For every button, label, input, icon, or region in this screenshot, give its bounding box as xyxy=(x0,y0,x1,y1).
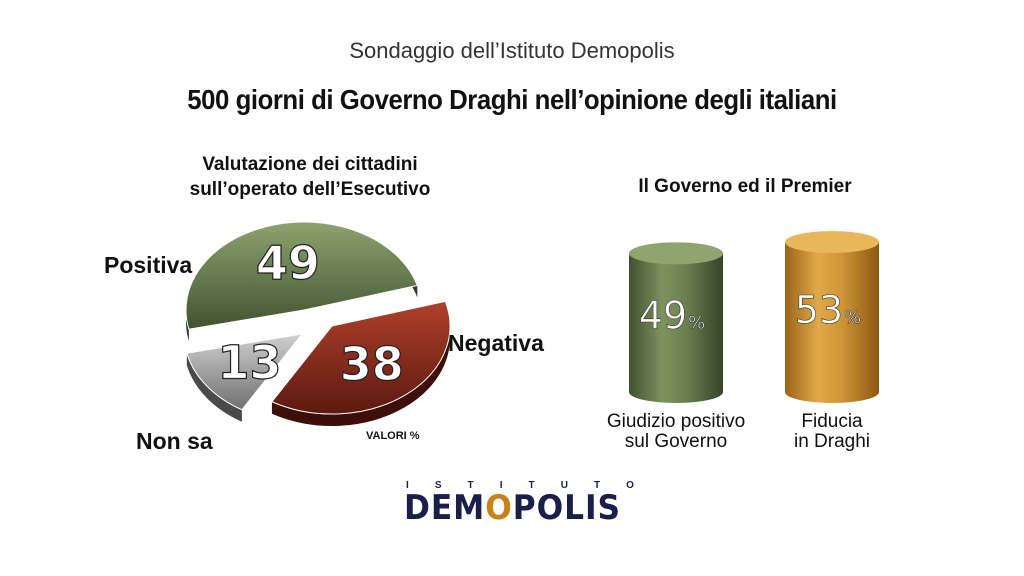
cylinder-top xyxy=(629,242,723,265)
cylinder-caption-governo: Giudizio positivo sul Governo xyxy=(586,412,766,452)
logo-letter: T xyxy=(467,480,474,491)
pie-value-label: 13 xyxy=(217,335,281,389)
cylinder-caption-draghi: Fiducia in Draghi xyxy=(752,412,912,452)
caption-governo-line-2: sul Governo xyxy=(624,431,728,452)
cylinder-body xyxy=(629,253,723,403)
cylinder-unit: % xyxy=(844,307,861,328)
logo-letter: I xyxy=(499,480,503,491)
caption-governo-line-1: Giudizio positivo xyxy=(606,411,746,432)
valori-note: VALORI % xyxy=(366,430,420,442)
logo-o: O xyxy=(485,488,513,528)
pie-value-label: 49 xyxy=(256,236,320,290)
logo-part-2: POLIS xyxy=(512,488,621,528)
cylinder-chart: 49% 53% xyxy=(629,231,879,403)
page-title: 500 giorni di Governo Draghi nell’opinio… xyxy=(187,84,837,115)
logo-part-1: DEM xyxy=(404,488,486,528)
logo-letter: T xyxy=(528,480,535,491)
cylinder-body xyxy=(785,242,879,403)
pie-chart-title: Valutazione dei cittadini sull’operato d… xyxy=(150,152,470,202)
logo-letter: I xyxy=(406,480,409,491)
cylinder-unit: % xyxy=(688,313,705,334)
pie-chart: 49 38 13 xyxy=(185,221,451,427)
cylinder-top xyxy=(785,231,879,253)
caption-draghi-line-2: in Draghi xyxy=(793,431,871,452)
logo-letter: O xyxy=(626,480,634,491)
cylinder-chart-title: Il Governo ed il Premier xyxy=(638,176,852,197)
pie-value-label: 38 xyxy=(340,337,404,391)
cylinder-value-label: 53% xyxy=(795,288,861,332)
slice-label-positiva: Positiva xyxy=(104,252,193,278)
pie-slice-side xyxy=(186,353,242,422)
subtitle: Sondaggio dell’Istituto Demopolis xyxy=(349,38,675,63)
pie-slice-non-sa xyxy=(186,333,304,411)
pie-slice-positiva xyxy=(185,221,418,330)
logo-demopolis: DEMOPOLIS xyxy=(404,488,625,528)
logo-letter: S xyxy=(434,480,442,491)
slice-label-non-sa: Non sa xyxy=(136,428,213,454)
pie-title-line-2: sull’operato dell’Esecutivo xyxy=(189,179,431,200)
caption-draghi-line-1: Fiducia xyxy=(801,411,863,432)
pie-slice-negativa xyxy=(271,300,451,415)
pie-title-line-1: Valutazione dei cittadini xyxy=(202,154,418,175)
logo-letter: T xyxy=(593,480,601,491)
logo-letter: U xyxy=(560,480,568,491)
slice-label-negativa: Negativa xyxy=(448,330,544,356)
